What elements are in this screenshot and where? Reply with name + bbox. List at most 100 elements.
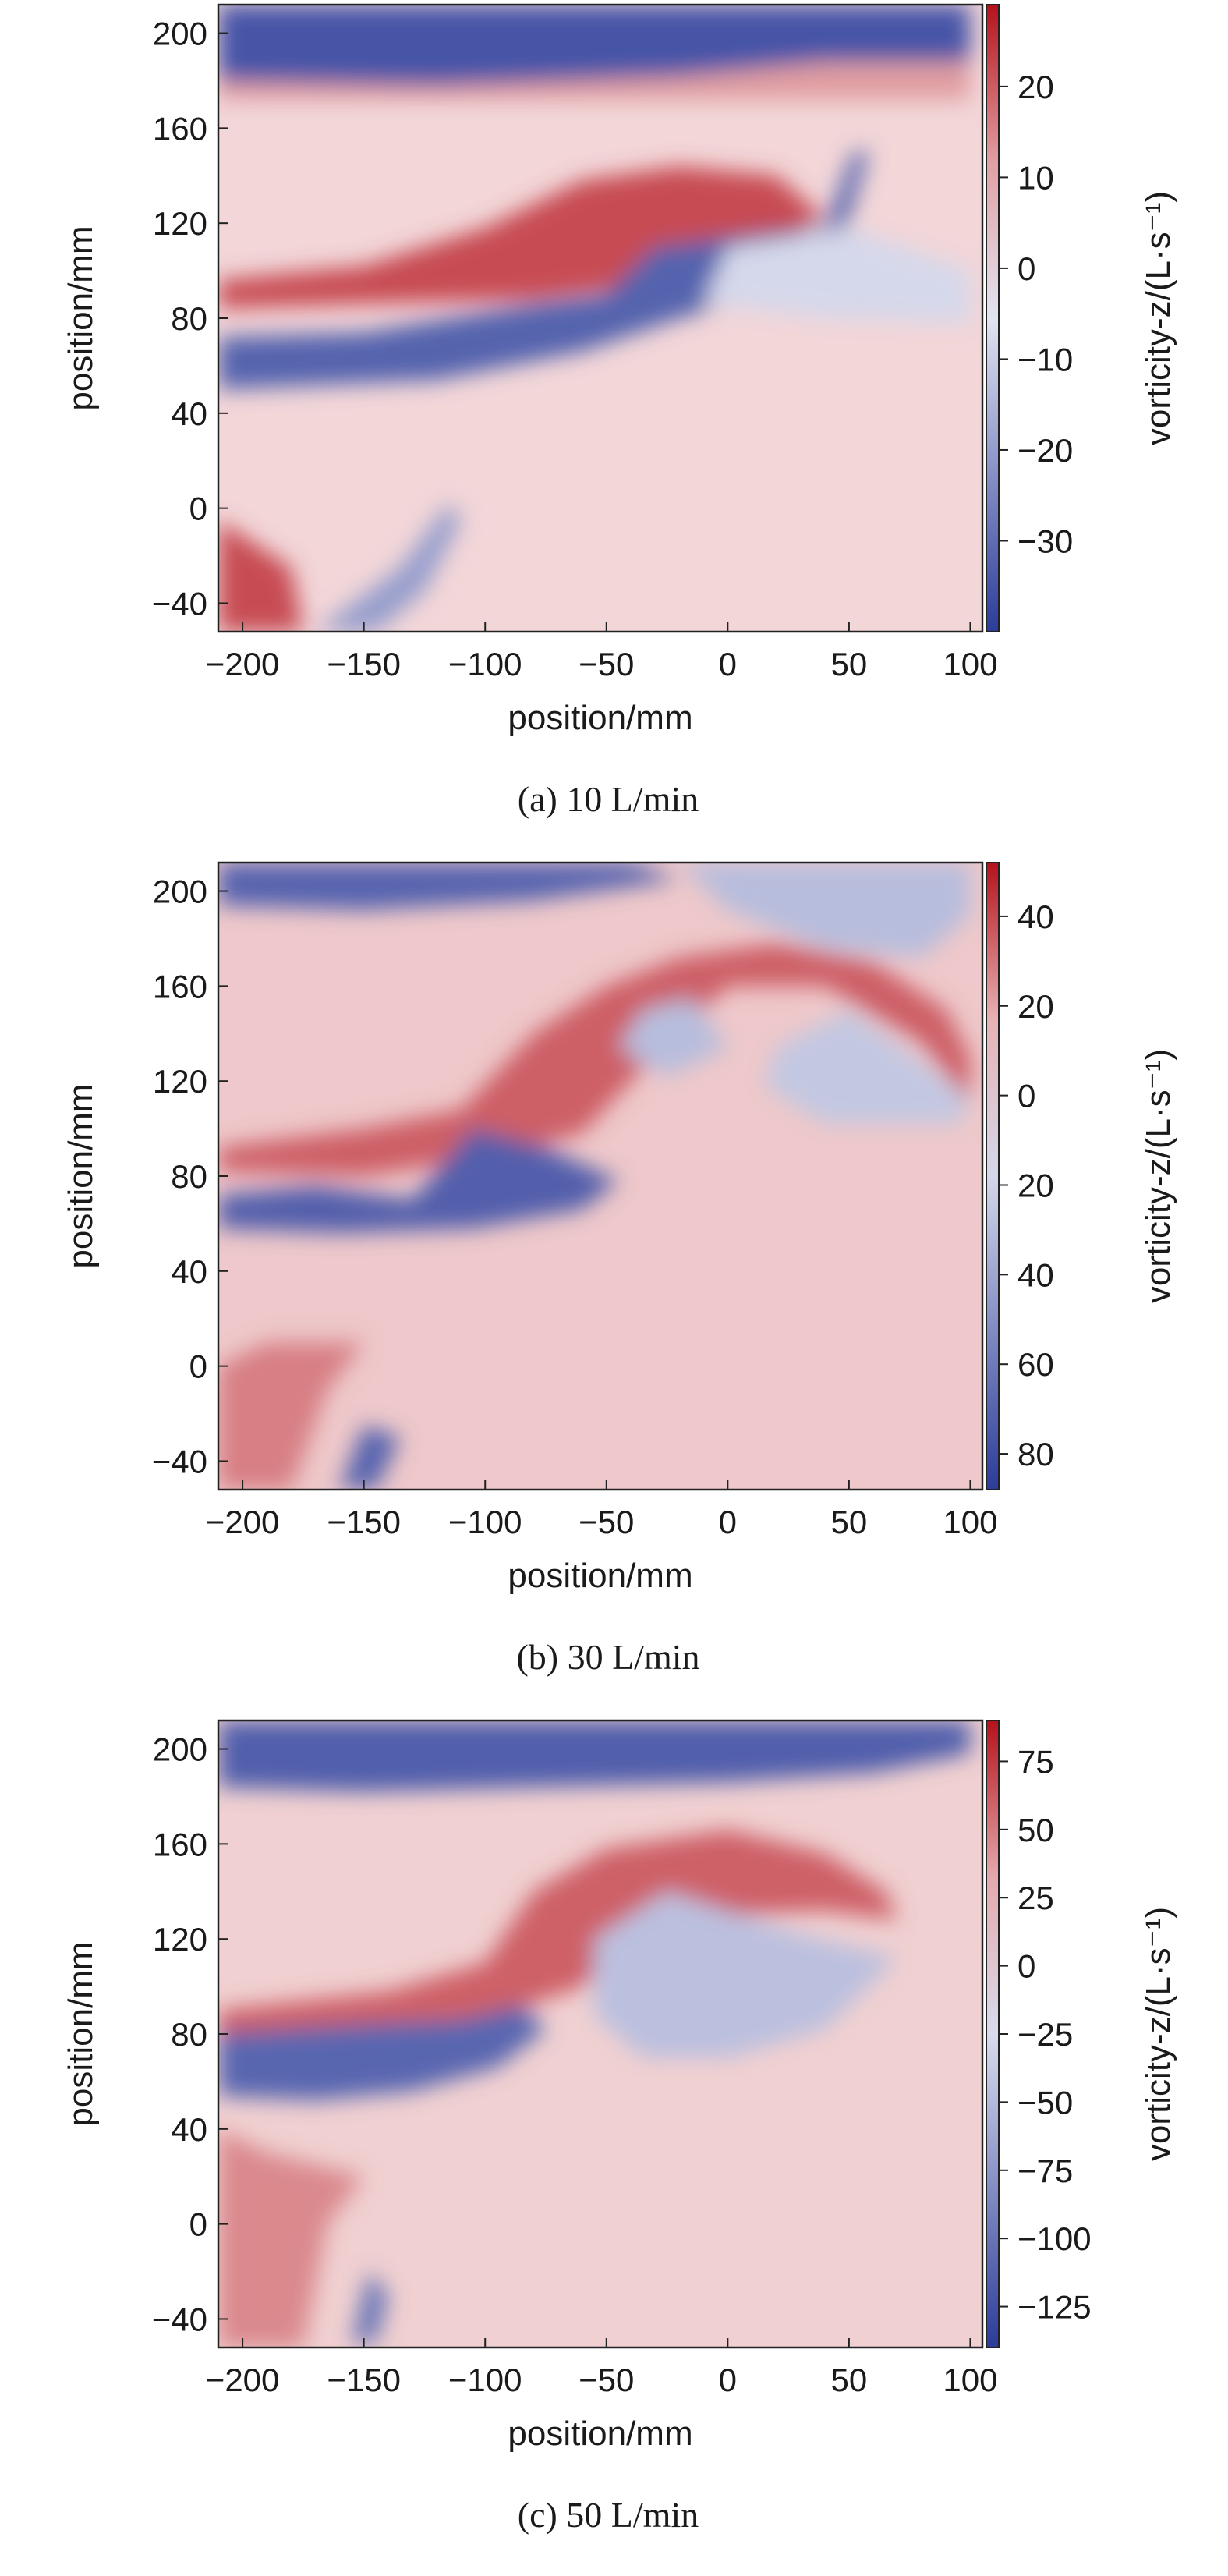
x-tick-label: 100 — [943, 646, 997, 682]
vorticity-region-negative-4 — [218, 2005, 546, 2101]
x-tick-label: −200 — [206, 646, 280, 682]
colorbar-tick-label: −20 — [1017, 432, 1073, 469]
y-tick-label: 0 — [189, 491, 207, 527]
colorbar — [986, 862, 1000, 1490]
x-tick-label: −50 — [579, 2362, 634, 2398]
colorbar — [986, 4, 1000, 632]
x-tick-label: −100 — [448, 2362, 522, 2398]
x-tick-label: −150 — [327, 1504, 401, 1540]
y-tick-label: −40 — [152, 2301, 207, 2337]
panel-caption: (a) 10 L/min — [518, 779, 699, 819]
colorbar-tick-label: −125 — [1017, 2289, 1092, 2326]
colorbar-tick-label: −75 — [1017, 2153, 1073, 2189]
colorbar-tick-label: −50 — [1017, 2084, 1073, 2121]
colorbar-tick-label: −100 — [1017, 2220, 1092, 2257]
y-tick-label: −40 — [152, 585, 207, 622]
vorticity-region-negative-5 — [764, 1009, 971, 1124]
heatmap-chart-b: −200 −150 −100 −50 0 50 100−4004080120160200po… — [62, 861, 1177, 1677]
y-tick-label: 0 — [189, 1348, 207, 1385]
colorbar-tick-label: 60 — [1017, 1346, 1054, 1383]
y-tick-label: 80 — [171, 1158, 207, 1195]
y-tick-label: 40 — [171, 395, 207, 432]
vorticity-region-negative-3 — [594, 1891, 898, 2058]
y-tick-label: 80 — [171, 300, 207, 337]
colorbar-tick-label: −30 — [1017, 523, 1073, 559]
vorticity-region-negative-6 — [315, 503, 462, 632]
colorbar-tick-label: 10 — [1017, 159, 1054, 196]
vorticity-region-negative-4 — [218, 151, 869, 390]
vorticity-region-negative-7 — [339, 1425, 401, 1490]
x-axis-title: position/mm — [508, 2415, 692, 2453]
y-tick-label: 160 — [153, 968, 207, 1005]
vorticity-region-positive-8 — [218, 1342, 364, 1490]
panel-c: −200 −150 −100 −50 0 50 100 −40 0 40 80 120 160 200 po… — [0, 1716, 1228, 2574]
vorticity-region-negative-5 — [703, 228, 971, 324]
x-axis-title: position/mm — [508, 699, 692, 737]
y-tick-label: 120 — [153, 1921, 207, 1958]
colorbar-tick-label: 75 — [1017, 1743, 1054, 1780]
x-tick-label: 100 — [943, 2362, 997, 2398]
x-tick-label: 0 — [719, 646, 737, 682]
y-tick-label: 0 — [189, 2206, 207, 2243]
y-axis-title: position/mm — [62, 1941, 100, 2126]
vorticity-region-negative-5 — [352, 2271, 388, 2343]
heatmap-field — [218, 863, 982, 1490]
x-tick-label: −200 — [206, 2362, 280, 2398]
y-tick-label: 80 — [171, 2016, 207, 2053]
vorticity-region-negative-1 — [218, 863, 680, 910]
vorticity-region-positive-2 — [218, 62, 971, 100]
y-axis-title: position/mm — [62, 225, 100, 410]
vorticity-region-negative-6 — [218, 1129, 619, 1234]
colorbar-tick-label: 20 — [1017, 69, 1054, 105]
x-tick-label: 0 — [719, 1504, 737, 1540]
x-tick-label: −100 — [448, 646, 522, 682]
x-tick-label: −100 — [448, 1504, 522, 1540]
colorbar — [986, 1720, 1000, 2348]
colorbar-tick-label: 25 — [1017, 1880, 1054, 1916]
y-tick-label: 160 — [153, 110, 207, 147]
colorbar-tick-label: 50 — [1017, 1812, 1054, 1848]
colorbar-tick-label: −10 — [1017, 341, 1073, 377]
colorbar-title: vorticity-z/(L·s⁻¹) — [1139, 191, 1177, 445]
y-tick-label: 200 — [153, 873, 207, 910]
x-tick-label: −200 — [206, 1504, 280, 1540]
y-tick-label: 40 — [171, 2111, 207, 2148]
colorbar-tick-label: 20 — [1017, 988, 1054, 1025]
heatmap-field — [218, 1720, 982, 2347]
heatmap-chart-a: −200 −150 −100 −50 0 50 100−4004080120160200po… — [62, 3, 1177, 819]
colorbar-tick-label: −25 — [1017, 2016, 1073, 2053]
x-tick-label: −50 — [579, 1504, 634, 1540]
colorbar-tick-label: 0 — [1017, 1078, 1035, 1114]
panel-caption: (c) 50 L/min — [518, 2495, 699, 2535]
colorbar-tick-label: 0 — [1017, 250, 1035, 287]
x-tick-label: 0 — [719, 2362, 737, 2398]
heatmap-field — [218, 5, 982, 632]
y-tick-label: 120 — [153, 205, 207, 242]
colorbar-tick-label: 40 — [1017, 898, 1054, 935]
colorbar-title: vorticity-z/(L·s⁻¹) — [1139, 1049, 1177, 1303]
colorbar-tick-label: 20 — [1017, 1167, 1054, 1203]
vorticity-region-positive-3 — [218, 943, 971, 1176]
panel-b: −200 −150 −100 −50 0 50 100 −40 0 40 80 120 160 200 po… — [0, 858, 1228, 1716]
colorbar-tick-label: 0 — [1017, 1948, 1035, 1985]
x-tick-label: 50 — [831, 1504, 868, 1540]
y-tick-label: 160 — [153, 1826, 207, 1862]
colorbar-tick-label: 80 — [1017, 1436, 1054, 1472]
vorticity-region-positive-6 — [218, 2128, 364, 2347]
colorbar-title: vorticity-z/(L·s⁻¹) — [1139, 1907, 1177, 2161]
x-tick-label: −150 — [327, 2362, 401, 2398]
y-tick-label: 200 — [153, 1731, 207, 1768]
heatmap-chart-c: −200 −150 −100 −50 0 50 100 −40 0 40 80 120 160 200 po… — [62, 1719, 1177, 2535]
y-tick-label: 200 — [153, 16, 207, 52]
y-axis-title: position/mm — [62, 1083, 100, 1268]
y-tick-label: 40 — [171, 1253, 207, 1290]
panel-a: −200 −150 −100 −50 0 50 100 −40 0 40 80 120 160 200 po… — [0, 0, 1228, 858]
x-tick-label: −150 — [327, 646, 401, 682]
colorbar-tick-label: 40 — [1017, 1256, 1054, 1293]
y-tick-label: 120 — [153, 1063, 207, 1100]
vorticity-region-negative-4 — [618, 997, 728, 1077]
vorticity-region-positive-7 — [218, 519, 303, 632]
x-axis-title: position/mm — [508, 1557, 692, 1595]
vorticity-region-negative-1 — [218, 1720, 971, 1792]
vorticity-region-positive-2 — [218, 1830, 898, 2034]
